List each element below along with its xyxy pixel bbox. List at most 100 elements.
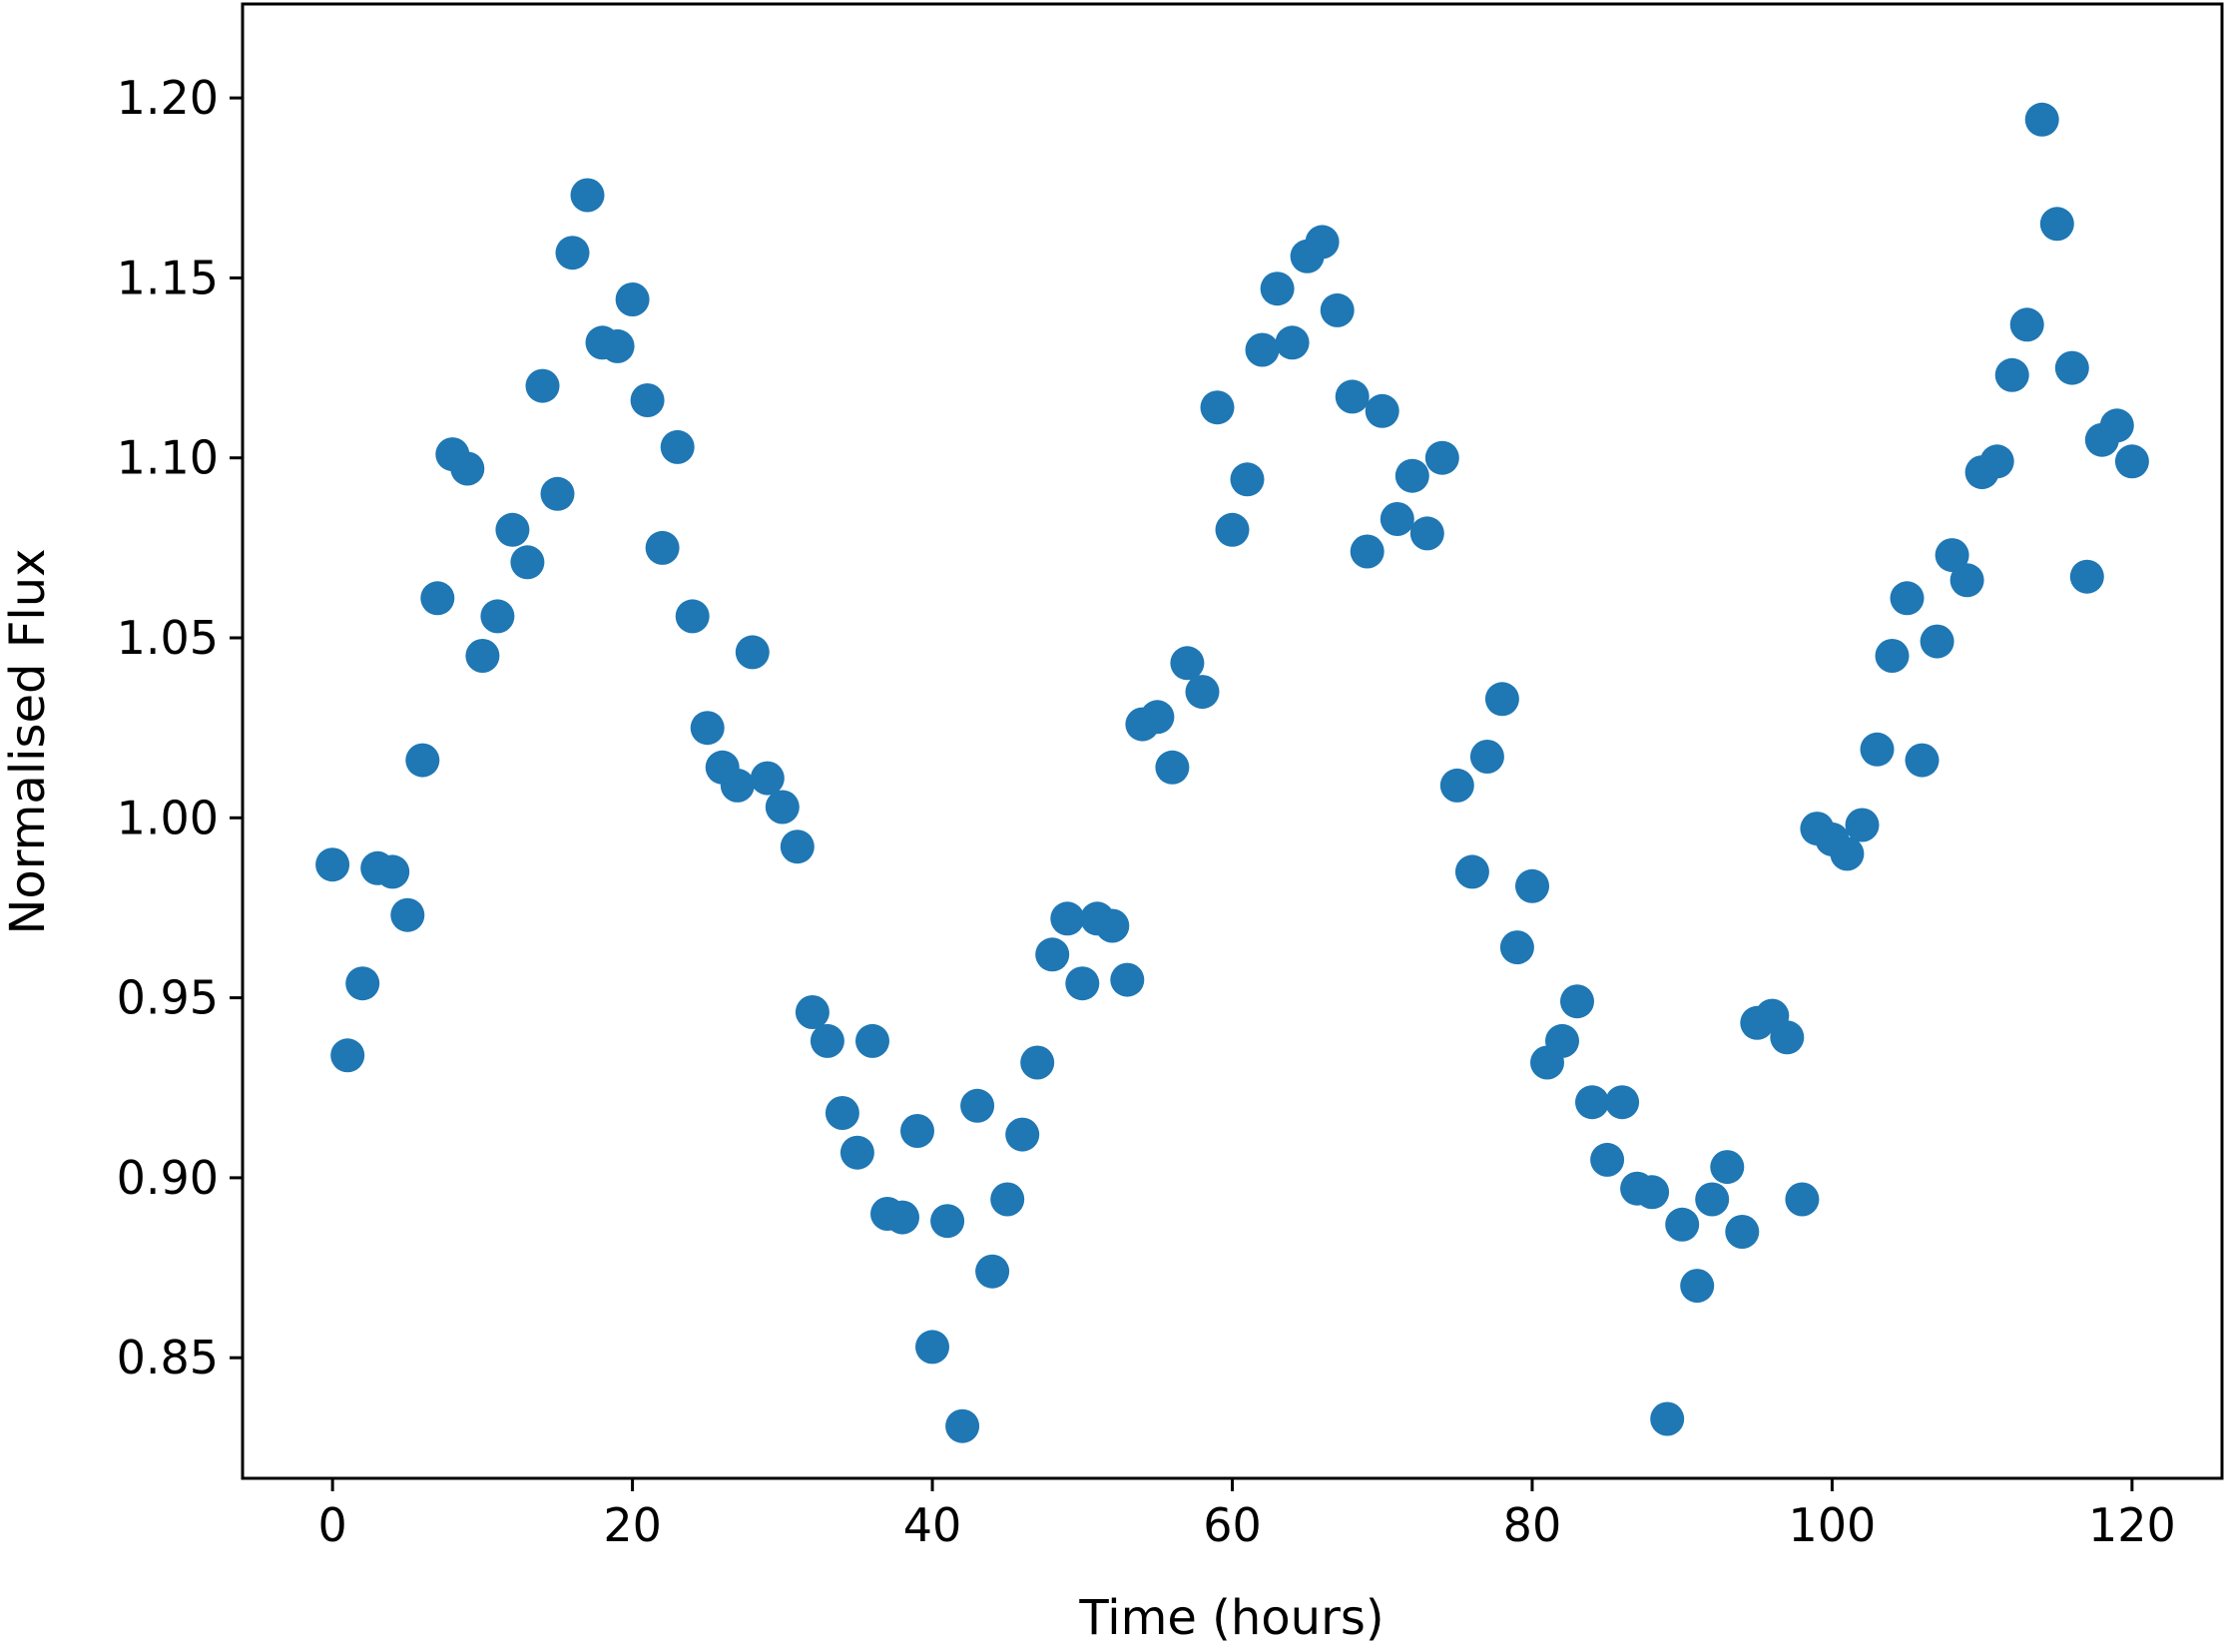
data-point (600, 328, 635, 363)
x-tick-label: 40 (903, 1498, 962, 1552)
data-point (660, 429, 695, 464)
data-point (1335, 379, 1370, 414)
x-tick-label: 0 (317, 1498, 346, 1552)
data-point (855, 1023, 889, 1058)
data-point (1515, 868, 1549, 903)
data-point (1785, 1182, 1820, 1217)
data-point (1365, 393, 1399, 428)
data-point (930, 1204, 965, 1239)
data-point (1994, 357, 2029, 392)
data-point (2054, 350, 2089, 385)
data-point (570, 178, 605, 213)
data-point (1575, 1085, 1609, 1120)
data-point (1665, 1207, 1700, 1242)
data-point (2009, 307, 2044, 342)
data-point (1890, 581, 1925, 616)
data-point (975, 1254, 1010, 1289)
data-point (510, 545, 545, 580)
data-point (1830, 836, 1865, 871)
data-point (1439, 768, 1474, 803)
data-point (1710, 1150, 1745, 1185)
data-point (1035, 937, 1070, 972)
data-point (2069, 559, 2104, 594)
data-point (540, 476, 575, 511)
data-point (825, 1096, 859, 1130)
x-tick-label: 20 (603, 1498, 662, 1552)
x-axis-label: Time (hours) (1078, 1590, 1384, 1646)
data-point (315, 847, 350, 882)
data-point (1499, 930, 1534, 965)
data-point (1275, 325, 1310, 360)
data-point (1185, 675, 1220, 710)
data-point (1770, 1020, 1805, 1055)
data-point (1095, 908, 1130, 943)
data-point (1380, 502, 1414, 536)
data-point (480, 599, 515, 634)
data-point (1560, 984, 1594, 1019)
data-point (330, 1038, 365, 1073)
data-point (1484, 682, 1519, 717)
data-point (1260, 272, 1295, 306)
y-tick-label: 1.00 (117, 791, 219, 844)
data-point (1065, 966, 1100, 1001)
data-point (1350, 534, 1385, 569)
data-point (1725, 1215, 1760, 1249)
data-point (1680, 1269, 1715, 1304)
data-point (1650, 1401, 1685, 1436)
data-point (765, 790, 800, 825)
data-point (465, 639, 500, 673)
data-point (1170, 646, 1205, 681)
data-point (630, 383, 665, 417)
data-point (2099, 408, 2134, 443)
data-point (1200, 390, 1235, 425)
data-point (1949, 563, 1984, 598)
data-point (1320, 292, 1355, 327)
data-point (1215, 512, 1250, 547)
data-point (345, 966, 380, 1001)
data-point (1230, 462, 1265, 497)
data-point (555, 236, 590, 271)
data-point (2039, 207, 2074, 242)
data-point (1875, 639, 1910, 673)
data-point (1424, 440, 1459, 475)
data-point (1695, 1182, 1730, 1217)
data-point (839, 1135, 874, 1170)
data-point (780, 829, 815, 864)
data-point (945, 1408, 980, 1443)
data-point (645, 530, 680, 565)
data-point (2024, 102, 2059, 137)
x-axis-ticks: 0 20 40 60 80 100 120 (317, 1478, 2176, 1552)
data-point (1605, 1085, 1640, 1120)
data-point (1590, 1142, 1625, 1177)
data-point (915, 1330, 949, 1365)
data-point (420, 581, 455, 616)
x-tick-label: 60 (1203, 1498, 1262, 1552)
y-tick-label: 1.15 (117, 251, 219, 304)
x-tick-label: 100 (1789, 1498, 1877, 1552)
data-point (810, 1023, 844, 1058)
data-point (615, 282, 650, 316)
data-point (1394, 458, 1429, 493)
y-axis-ticks: 0.85 0.90 0.95 1.00 1.05 1.10 1.15 1.20 (117, 71, 243, 1384)
y-axis-label: Normalised Flux (0, 548, 56, 934)
data-point (690, 711, 725, 746)
y-tick-label: 1.05 (117, 611, 219, 665)
data-point (795, 995, 830, 1029)
data-point (1545, 1023, 1579, 1058)
data-point (960, 1088, 995, 1123)
data-point (390, 897, 425, 932)
data-point (1140, 700, 1175, 735)
data-point (675, 599, 710, 634)
data-point (1155, 750, 1190, 785)
data-point (1409, 516, 1444, 551)
data-point (1305, 225, 1340, 260)
data-point (1245, 332, 1280, 367)
data-point (990, 1182, 1025, 1217)
y-tick-label: 0.95 (117, 971, 219, 1025)
data-point (1979, 444, 2014, 479)
data-point (1845, 808, 1880, 842)
data-point (1635, 1175, 1670, 1210)
data-point (495, 512, 530, 547)
